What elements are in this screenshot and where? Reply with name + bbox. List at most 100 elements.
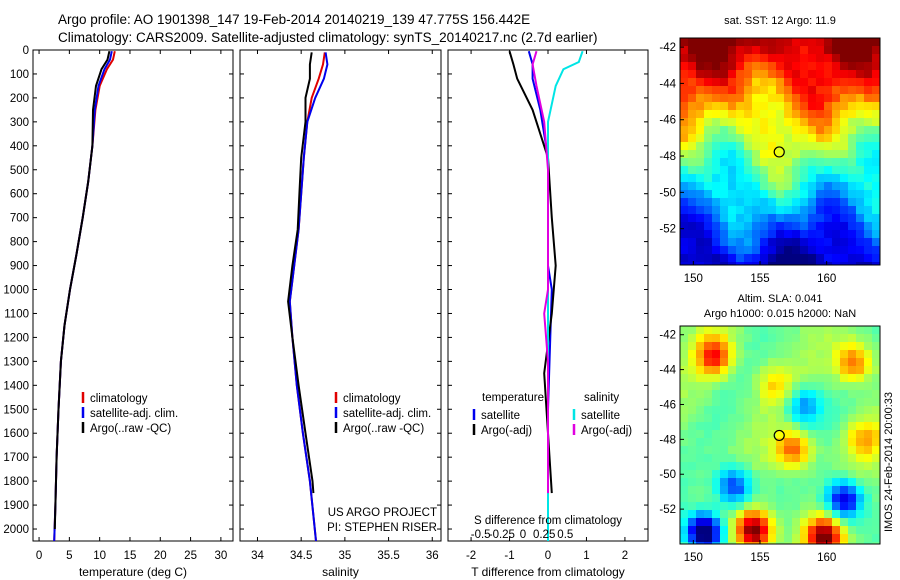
map-cell xyxy=(800,358,809,367)
map-cell xyxy=(816,262,825,265)
map-cell xyxy=(736,374,745,383)
map-cell xyxy=(864,222,873,231)
map-cell xyxy=(744,510,753,519)
map-cell xyxy=(808,182,817,191)
map-cell xyxy=(768,206,777,215)
map-cell xyxy=(728,158,737,167)
map-cell xyxy=(688,190,697,199)
map-cell xyxy=(824,174,833,183)
map-cell xyxy=(736,158,745,167)
map-cell xyxy=(848,358,857,367)
map-cell xyxy=(832,518,841,527)
map-cell xyxy=(720,254,729,263)
map-cell xyxy=(872,150,880,159)
map-cell xyxy=(696,78,705,87)
map-cell xyxy=(768,134,777,143)
map-cell xyxy=(840,206,849,215)
map-cell xyxy=(696,134,705,143)
map-cell xyxy=(840,366,849,375)
map-cell xyxy=(800,238,809,247)
map-cell xyxy=(856,54,865,63)
map-cell xyxy=(760,38,769,47)
map-cell xyxy=(704,198,713,207)
sla-map-title-line1: Altim. SLA: 0.041 xyxy=(738,293,823,305)
map-cell xyxy=(720,110,729,119)
map-cell xyxy=(776,166,785,175)
map-cell xyxy=(808,78,817,87)
map-cell xyxy=(736,486,745,495)
map-cell xyxy=(864,214,873,223)
map-cell xyxy=(768,46,777,55)
map-cell xyxy=(840,166,849,175)
map-cell xyxy=(848,454,857,463)
map-cell xyxy=(704,430,713,439)
map-cell xyxy=(728,238,737,247)
map-cell xyxy=(848,110,857,119)
map-cell xyxy=(824,414,833,423)
map-cell xyxy=(728,406,737,415)
map-cell xyxy=(760,62,769,71)
map-cell xyxy=(776,54,785,63)
map-cell xyxy=(688,518,697,527)
map-cell xyxy=(872,534,880,543)
map-cell xyxy=(704,454,713,463)
map-cell xyxy=(840,534,849,543)
map-cell xyxy=(704,94,713,103)
map-cell xyxy=(760,446,769,455)
y-tick-label: -50 xyxy=(659,187,676,199)
map-cell xyxy=(864,502,873,511)
map-cell xyxy=(856,350,865,359)
map-cell xyxy=(792,454,801,463)
map-cell xyxy=(832,446,841,455)
map-cell xyxy=(728,486,737,495)
map-cell xyxy=(776,110,785,119)
map-cell xyxy=(688,118,697,127)
map-cell xyxy=(752,238,761,247)
map-cell xyxy=(704,518,713,527)
map-cell xyxy=(744,350,753,359)
map-cell xyxy=(744,198,753,207)
sla-map-field xyxy=(680,326,880,544)
map-cell xyxy=(768,190,777,199)
map-cell xyxy=(824,94,833,103)
map-cell xyxy=(784,174,793,183)
map-cell xyxy=(832,254,841,263)
map-cell xyxy=(688,70,697,79)
map-cell xyxy=(864,334,873,343)
map-cell xyxy=(712,486,721,495)
map-cell xyxy=(704,534,713,543)
map-cell xyxy=(840,142,849,151)
map-cell xyxy=(840,358,849,367)
map-cell xyxy=(792,198,801,207)
map-cell xyxy=(816,446,825,455)
map-cell xyxy=(800,118,809,127)
map-cell xyxy=(744,374,753,383)
map-cell xyxy=(736,38,745,47)
map-cell xyxy=(736,246,745,255)
map-cell xyxy=(768,126,777,135)
map-cell xyxy=(832,414,841,423)
map-cell xyxy=(712,342,721,351)
map-cell xyxy=(808,350,817,359)
map-cell xyxy=(840,158,849,167)
map-cell xyxy=(704,246,713,255)
map-cell xyxy=(808,398,817,407)
map-cell xyxy=(720,174,729,183)
map-cell xyxy=(792,358,801,367)
map-cell xyxy=(688,542,697,544)
map-cell xyxy=(800,134,809,143)
map-cell xyxy=(816,174,825,183)
map-cell xyxy=(712,398,721,407)
map-cell xyxy=(752,494,761,503)
map-cell xyxy=(784,326,793,335)
map-cell xyxy=(792,366,801,375)
map-cell xyxy=(752,158,761,167)
map-cell xyxy=(800,526,809,535)
map-cell xyxy=(760,54,769,63)
map-cell xyxy=(856,182,865,191)
map-cell xyxy=(808,46,817,55)
map-cell xyxy=(688,246,697,255)
map-cell xyxy=(808,262,817,265)
